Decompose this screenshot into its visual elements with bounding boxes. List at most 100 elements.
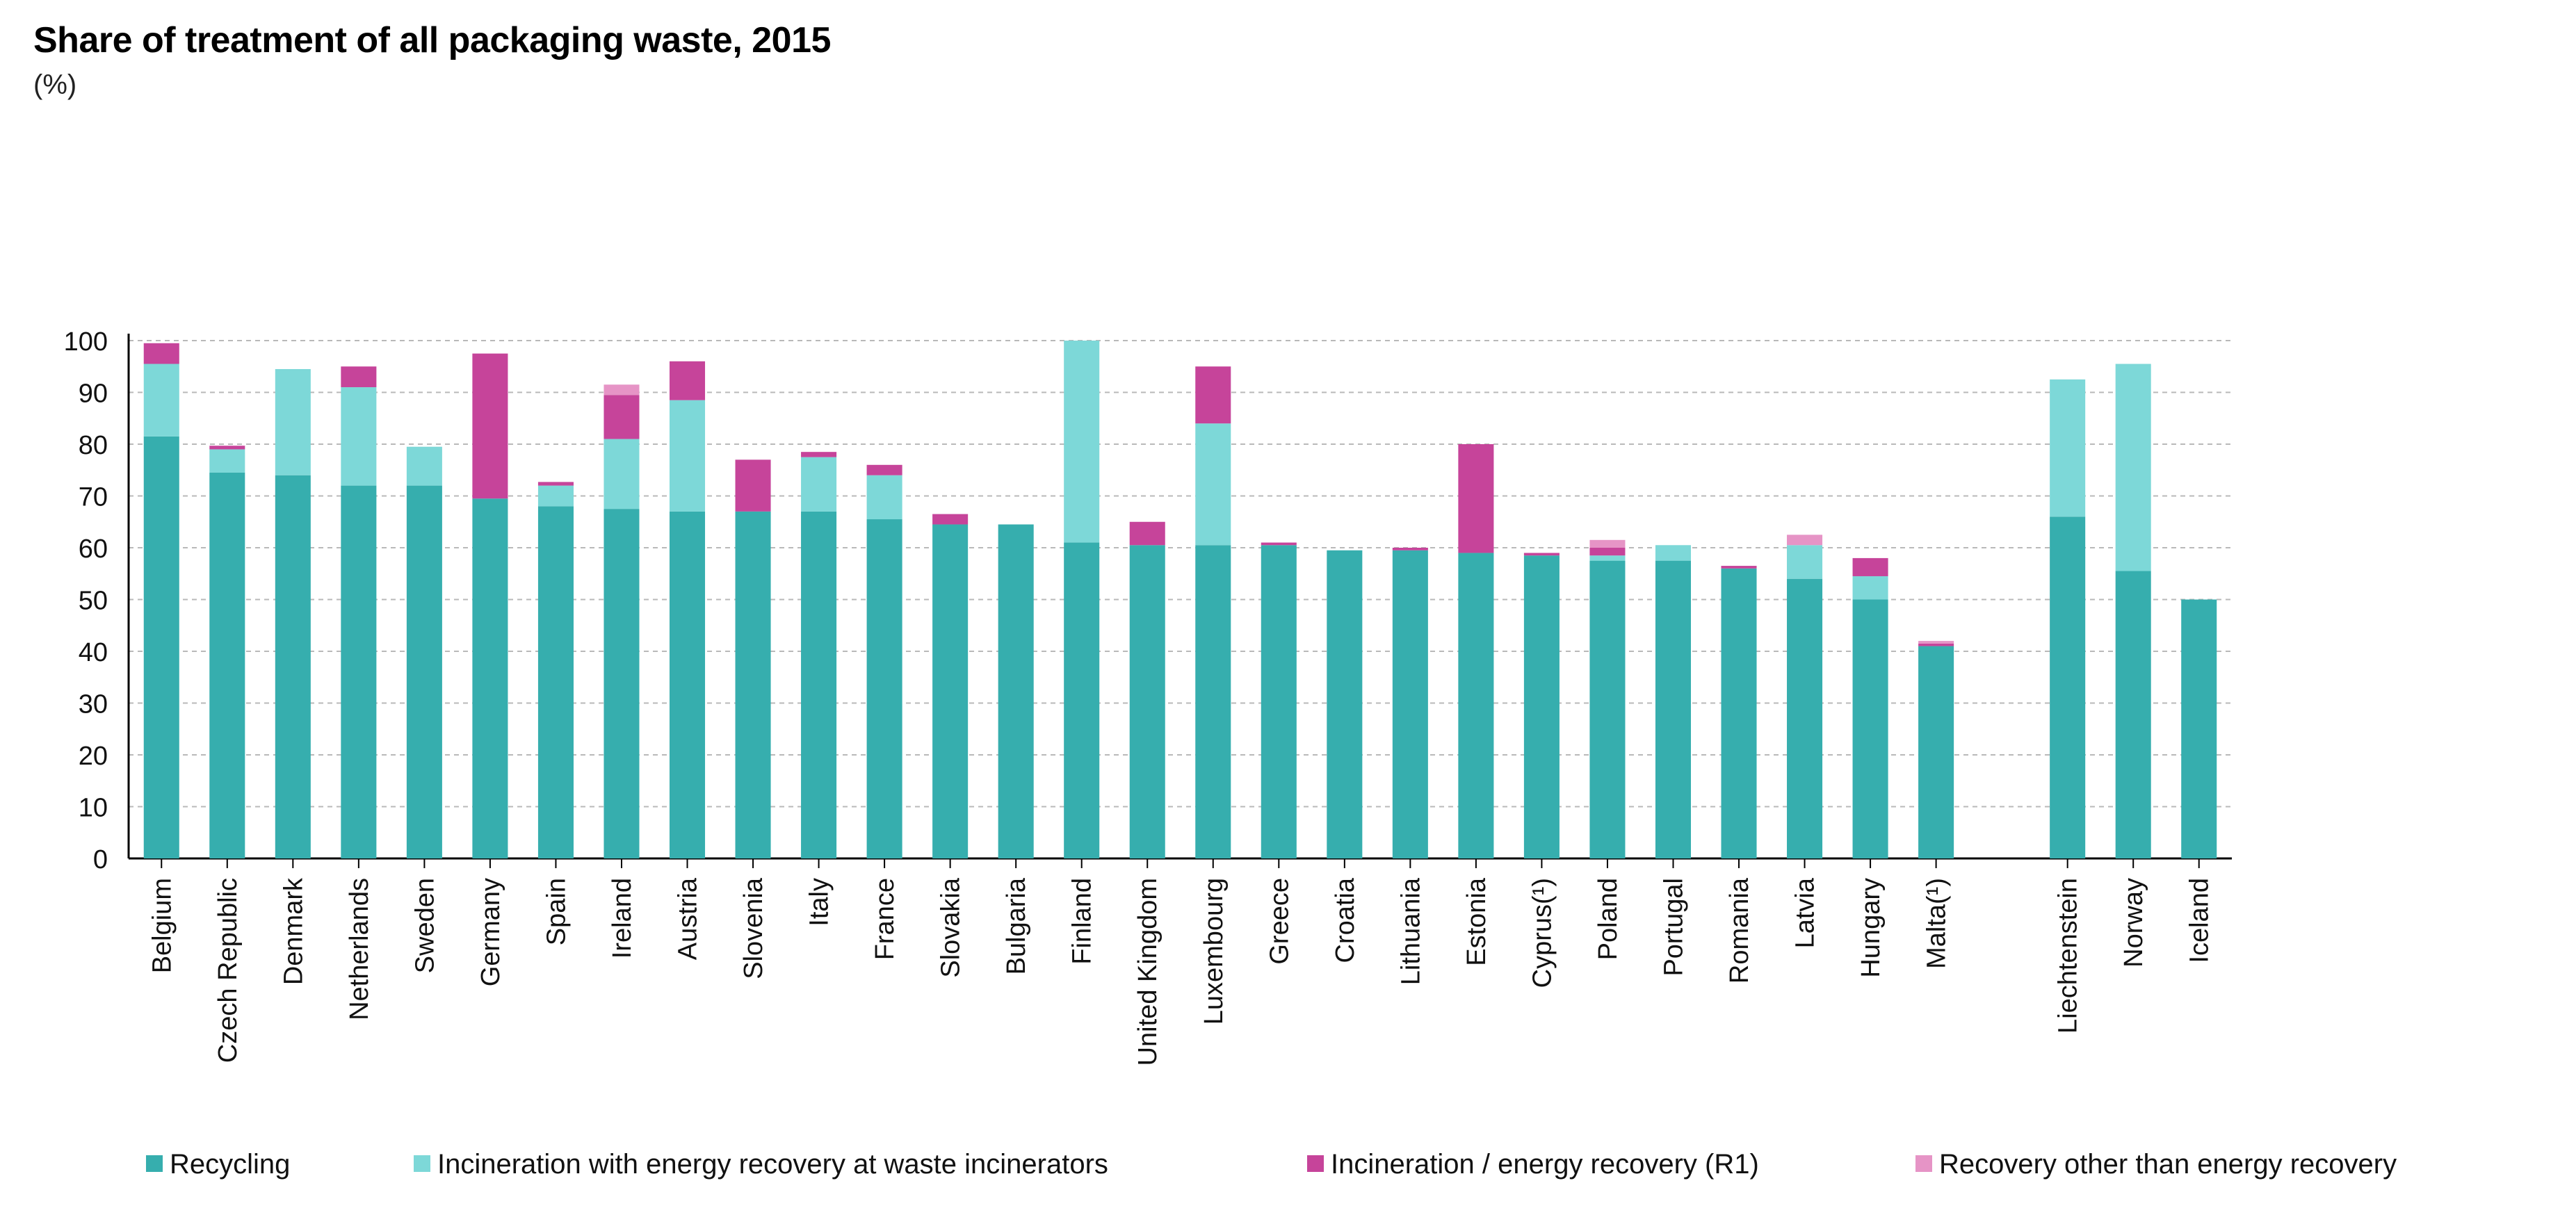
y-tick-label: 20 xyxy=(79,742,108,771)
x-tick-label: Ireland xyxy=(608,878,637,959)
x-tick-label: Latvia xyxy=(1791,877,1820,948)
bar-segment xyxy=(1064,341,1100,543)
bar-segment xyxy=(735,511,771,858)
bar-segment xyxy=(801,511,837,858)
bar-segment xyxy=(801,452,837,457)
bar-segment xyxy=(143,364,179,437)
bar-segment xyxy=(866,464,902,475)
bar-segment xyxy=(2115,571,2151,858)
bar-segment xyxy=(1261,542,1297,546)
bar-segment xyxy=(604,395,640,439)
x-tick-label: Czech Republic xyxy=(213,878,243,1063)
bar-segment xyxy=(2050,379,2086,517)
bar-segment xyxy=(669,361,706,400)
y-tick-label: 60 xyxy=(79,535,108,564)
y-tick-label: 100 xyxy=(64,327,108,357)
bar-segment xyxy=(866,519,902,858)
bar-segment xyxy=(1392,548,1428,551)
x-tick-label: Hungary xyxy=(1856,878,1886,978)
bar-segment xyxy=(341,485,377,858)
y-tick-label: 0 xyxy=(93,845,108,874)
x-tick-label: Greece xyxy=(1265,878,1294,965)
bar-segment xyxy=(1852,576,1888,600)
x-tick-label: Poland xyxy=(1594,878,1623,960)
legend-swatch xyxy=(146,1155,163,1172)
bar-segment xyxy=(1589,555,1626,561)
bar-segment xyxy=(1787,535,1823,546)
bar-segment xyxy=(275,475,311,858)
chart-subtitle: (%) xyxy=(33,70,77,100)
x-tick-label: United Kingdom xyxy=(1133,878,1163,1066)
bar-segment xyxy=(143,343,179,364)
y-tick-label: 30 xyxy=(79,690,108,719)
x-tick-label: Sweden xyxy=(410,878,439,973)
bar-segment xyxy=(932,514,969,525)
chart-title: Share of treatment of all packaging wast… xyxy=(33,20,831,60)
bar-segment xyxy=(1655,545,1692,561)
bar-segment xyxy=(1918,643,1954,646)
bar-segment xyxy=(406,485,442,858)
bar-segment xyxy=(1852,599,1888,858)
legend-swatch xyxy=(1915,1155,1932,1172)
bar-segment xyxy=(1523,555,1560,858)
bar-segment xyxy=(1787,545,1823,579)
legend-swatch xyxy=(1307,1155,1324,1172)
y-tick-label: 70 xyxy=(79,483,108,512)
x-tick-label: Norway xyxy=(2119,878,2148,968)
y-tick-label: 90 xyxy=(79,380,108,409)
x-tick-label: Estonia xyxy=(1462,877,1491,966)
x-tick-label: Germany xyxy=(476,878,505,986)
bar-segment xyxy=(472,498,508,858)
legend-label: Incineration / energy recovery (R1) xyxy=(1331,1149,1759,1180)
x-tick-label: Lithuania xyxy=(1396,877,1425,985)
bar-segment xyxy=(1523,553,1560,556)
bar-segment xyxy=(1918,646,1954,858)
bar-segment xyxy=(998,524,1034,858)
bar-segment xyxy=(1721,568,1757,858)
x-tick-label: Cyprus(¹) xyxy=(1528,878,1557,988)
bar-segment xyxy=(932,524,969,858)
x-tick-label: Luxembourg xyxy=(1199,878,1229,1025)
bar-segment xyxy=(1195,545,1231,858)
bar-segment xyxy=(735,459,771,512)
y-tick-label: 40 xyxy=(79,638,108,667)
bar-segment xyxy=(2050,516,2086,858)
legend-label: Recycling xyxy=(170,1149,290,1180)
bar-segment xyxy=(537,506,574,858)
bar-segment xyxy=(669,400,706,512)
bar-segment xyxy=(209,446,245,450)
bar-segment xyxy=(1589,539,1626,548)
x-tick-label: Denmark xyxy=(279,877,308,985)
bar-segment xyxy=(1589,560,1626,858)
bar-segment xyxy=(209,472,245,858)
legend-swatch xyxy=(414,1155,430,1172)
bar-segment xyxy=(275,368,311,475)
bar-segment xyxy=(866,475,902,520)
x-tick-label: Slovenia xyxy=(739,877,768,979)
bar-segment xyxy=(1064,542,1100,858)
bar-segment xyxy=(472,353,508,499)
bar-segment xyxy=(341,387,377,486)
bar-segment xyxy=(1655,560,1692,858)
x-tick-label: Austria xyxy=(674,877,703,960)
bar-segment xyxy=(1852,557,1888,576)
bar-segment xyxy=(1458,553,1494,858)
bar-segment xyxy=(143,436,179,858)
bar-segment xyxy=(1129,545,1165,858)
bar-segment xyxy=(537,485,574,507)
x-tick-label: Portugal xyxy=(1659,878,1688,977)
bar-segment xyxy=(1327,550,1363,858)
x-tick-label: Liechtenstein xyxy=(2054,878,2083,1034)
bar-segment xyxy=(604,384,640,396)
x-tick-label: Bulgaria xyxy=(1002,877,1031,975)
bar-segment xyxy=(2115,364,2151,571)
bar-segment xyxy=(604,439,640,509)
y-tick-label: 50 xyxy=(79,587,108,616)
y-tick-label: 80 xyxy=(79,431,108,460)
bar-segment xyxy=(537,482,574,486)
bar-segment xyxy=(1261,545,1297,858)
x-tick-label: Belgium xyxy=(147,878,177,973)
bar-segment xyxy=(1458,444,1494,553)
